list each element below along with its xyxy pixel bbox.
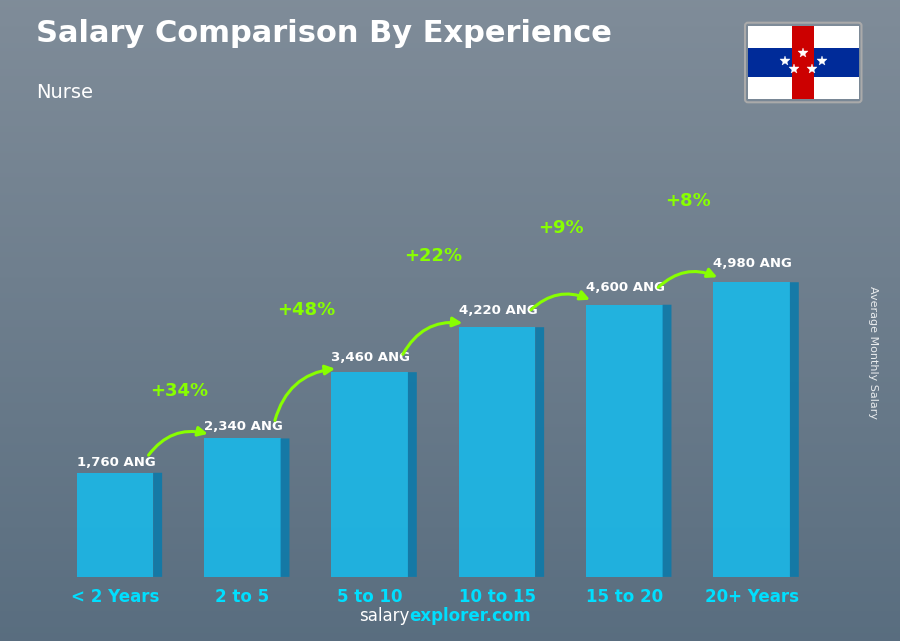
Polygon shape: [586, 304, 662, 577]
Bar: [792, 26, 814, 99]
Text: salary: salary: [359, 607, 410, 625]
Polygon shape: [459, 327, 536, 577]
Polygon shape: [281, 438, 290, 577]
Text: +48%: +48%: [277, 301, 335, 319]
Polygon shape: [204, 438, 281, 577]
Polygon shape: [331, 372, 408, 577]
Polygon shape: [662, 304, 671, 577]
Text: +8%: +8%: [665, 192, 711, 210]
Polygon shape: [408, 372, 417, 577]
Text: 4,980 ANG: 4,980 ANG: [714, 258, 792, 271]
Text: Average Monthly Salary: Average Monthly Salary: [868, 286, 878, 419]
Polygon shape: [536, 327, 544, 577]
Polygon shape: [790, 282, 799, 577]
Polygon shape: [76, 473, 153, 577]
Text: +9%: +9%: [538, 219, 583, 237]
Text: Nurse: Nurse: [36, 83, 93, 103]
Bar: [748, 48, 859, 77]
Text: +22%: +22%: [404, 247, 463, 265]
Text: explorer.com: explorer.com: [410, 607, 531, 625]
Text: 4,220 ANG: 4,220 ANG: [459, 304, 537, 317]
Text: 4,600 ANG: 4,600 ANG: [586, 281, 665, 294]
Polygon shape: [714, 282, 790, 577]
Polygon shape: [153, 473, 162, 577]
Text: 1,760 ANG: 1,760 ANG: [76, 456, 156, 469]
Text: +34%: +34%: [149, 382, 208, 400]
Text: 2,340 ANG: 2,340 ANG: [204, 420, 283, 433]
Text: 3,460 ANG: 3,460 ANG: [331, 351, 410, 364]
Text: Salary Comparison By Experience: Salary Comparison By Experience: [36, 19, 612, 48]
